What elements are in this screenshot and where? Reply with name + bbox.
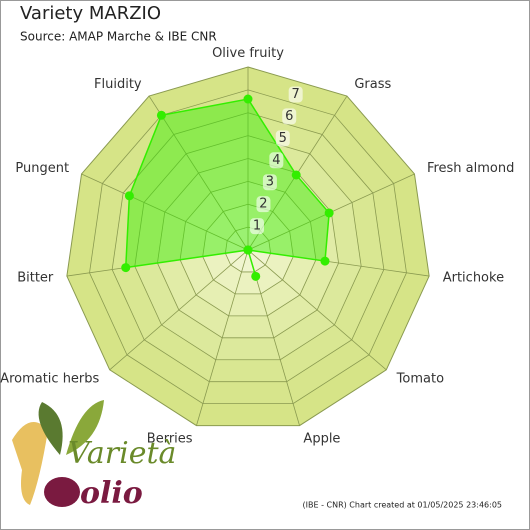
tick-label-bg [269, 152, 284, 169]
tick-label-bg [256, 196, 271, 213]
axis-line [196, 249, 249, 426]
axis-line [81, 173, 249, 251]
data-point [156, 110, 166, 120]
axis-label: Tomato [396, 371, 444, 386]
logo-text: Varietà [68, 436, 176, 471]
logo-leaf [66, 400, 104, 455]
y-tick-label: 1 [253, 219, 261, 234]
axis-line [109, 249, 249, 371]
tick-label-bg [288, 86, 303, 103]
tick-label-bg [250, 218, 265, 235]
axis-label: Berries [147, 431, 193, 446]
tick-label-bg [262, 174, 277, 191]
data-point [251, 271, 261, 281]
axis-label: Pungent [15, 161, 69, 176]
axis-label: Bitter [17, 270, 54, 285]
axis-label: Grass [354, 77, 391, 92]
y-tick-label: 5 [279, 131, 287, 146]
data-point [124, 191, 134, 201]
logo-shape [12, 422, 48, 505]
data-point [243, 94, 253, 104]
chart-title: Variety MARZIO [20, 3, 161, 24]
data-point [291, 170, 301, 180]
tick-label-bg [275, 130, 290, 147]
axis-line [247, 249, 387, 371]
axis-label: Apple [303, 431, 340, 446]
logo-leaf [38, 402, 63, 455]
logo-olive [44, 477, 80, 507]
logo: Varietà olio [12, 400, 176, 511]
data-point [121, 263, 131, 273]
chart-subtitle: Source: AMAP Marche & IBE CNR [20, 30, 217, 44]
axis-label: Fresh almond [427, 161, 514, 176]
data-point [324, 208, 334, 218]
y-tick-label: 6 [285, 109, 293, 124]
axis-label: Fluidity [94, 77, 142, 92]
data-point [320, 256, 330, 266]
y-tick-label: 2 [259, 197, 267, 212]
axis-label: Aromatic herbs [0, 371, 99, 386]
footer: (IBE - CNR) Chart created at 01/05/2025 … [303, 501, 503, 510]
axis-label: Olive fruity [212, 46, 284, 61]
axis-line [148, 95, 249, 251]
y-tick-label: 3 [266, 175, 274, 190]
y-tick-label: 7 [292, 87, 300, 102]
logo-text: olio [80, 476, 143, 511]
y-tick-label: 4 [272, 153, 280, 168]
tick-label-bg [282, 108, 297, 125]
data-point [243, 245, 253, 255]
axis-label: Artichoke [443, 270, 504, 285]
